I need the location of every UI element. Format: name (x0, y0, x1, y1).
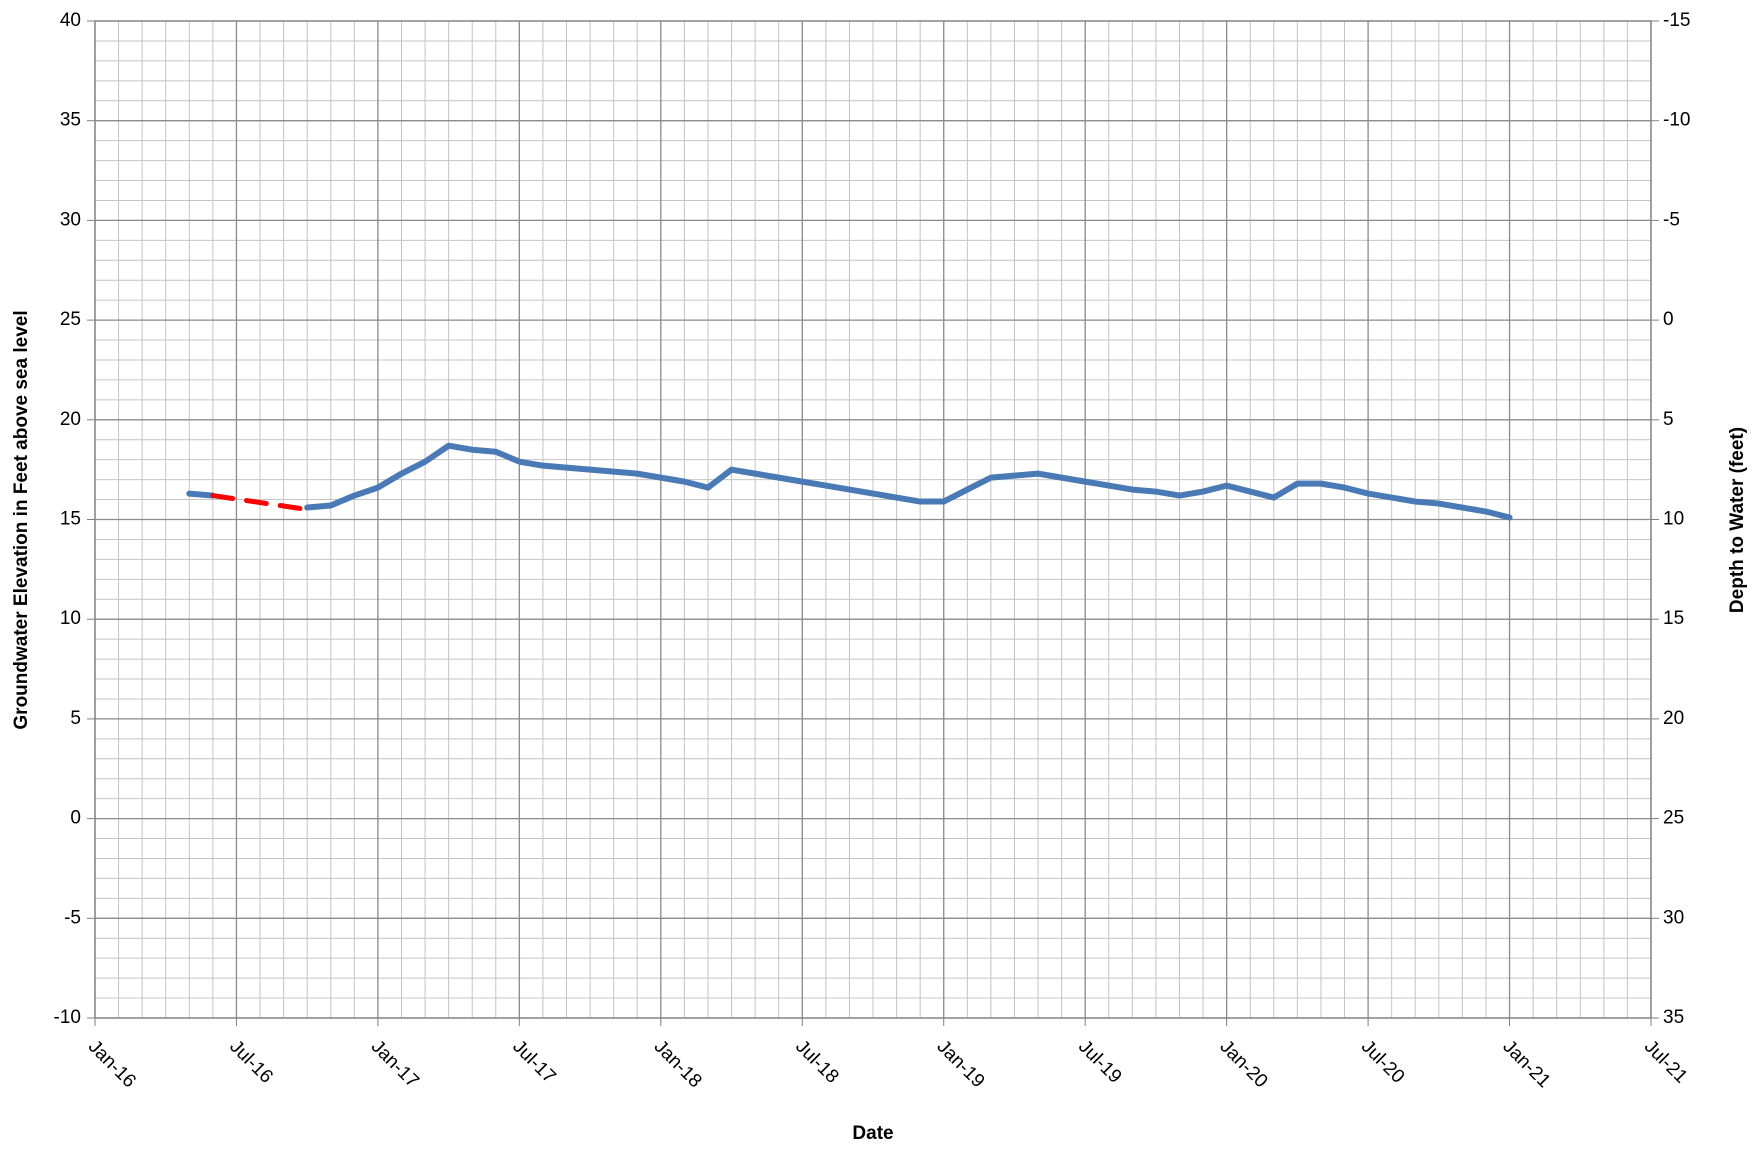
data-line (304, 442, 1513, 521)
y-tick-label: 20 (60, 409, 81, 430)
y-tick-label: -5 (64, 907, 81, 928)
x-tick-label: Jan-21 (1498, 1036, 1554, 1092)
y-tick-label: 35 (60, 110, 81, 131)
x-tick-label: Jan-16 (84, 1036, 140, 1092)
data-line (186, 490, 216, 499)
y-tick-label: 40 (60, 10, 81, 31)
plot-frame (94, 20, 1652, 1019)
x-tick-label: Jan-20 (1216, 1036, 1272, 1092)
y2-tick-label: 15 (1663, 608, 1684, 629)
x-tick-label: Jul-19 (1074, 1036, 1125, 1087)
x-tick-label: Jul-20 (1357, 1036, 1408, 1087)
y-tick-label: 15 (60, 509, 81, 530)
y-tick-label: 30 (60, 209, 81, 230)
y2-tick-label: 20 (1663, 708, 1684, 729)
y2-tick-label: -15 (1663, 10, 1690, 31)
x-tick-label: Jul-21 (1640, 1036, 1691, 1087)
y2-tick-label: 10 (1663, 509, 1684, 530)
x-tick-label: Jul-18 (791, 1036, 842, 1087)
y2-axis-title: Depth to Water (feet) (1727, 427, 1748, 613)
x-tick-label: Jan-18 (650, 1036, 706, 1092)
y2-tick-label: -5 (1663, 209, 1680, 230)
x-tick-label: Jul-16 (225, 1036, 276, 1087)
y2-tick-label: 25 (1663, 808, 1684, 829)
y-tick-label: 0 (70, 808, 81, 829)
y2-tick-label: 30 (1663, 907, 1684, 928)
x-tick-label: Jan-19 (933, 1036, 989, 1092)
y2-tick-label: 5 (1663, 409, 1674, 430)
x-tick-label: Jan-17 (367, 1036, 423, 1092)
data-line (210, 493, 310, 513)
x-tick-label: Jul-17 (508, 1036, 559, 1087)
y-tick-label: -10 (54, 1007, 81, 1028)
x-axis-title: Date (852, 1123, 893, 1144)
y-tick-label: 5 (70, 708, 81, 729)
y2-tick-label: 35 (1663, 1007, 1684, 1028)
y-tick-label: 10 (60, 608, 81, 629)
y2-tick-label: -10 (1663, 110, 1690, 131)
y-axis-title: Groundwater Elevation in Feet above sea … (11, 310, 32, 729)
y2-tick-label: 0 (1663, 309, 1674, 330)
y-tick-label: 25 (60, 309, 81, 330)
